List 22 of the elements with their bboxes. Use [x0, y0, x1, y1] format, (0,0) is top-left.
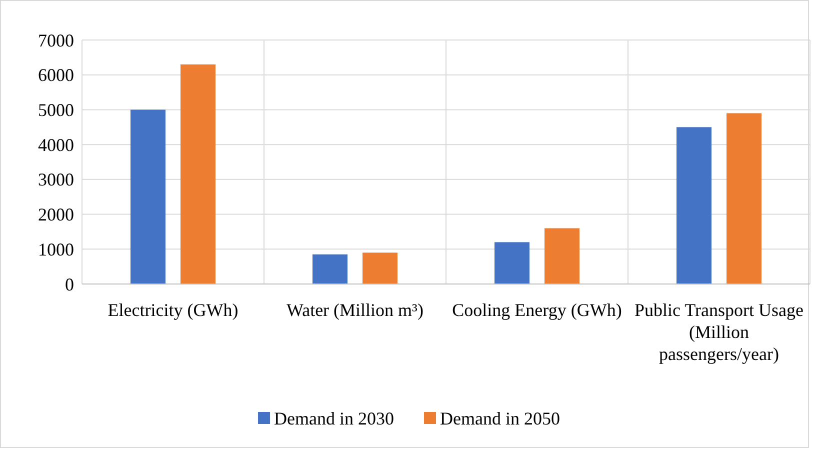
bar: [362, 252, 398, 284]
y-tick-label: 7000: [38, 30, 74, 50]
x-tick-label: Public Transport Usage (Million passengers/year): [634, 300, 804, 364]
bar: [180, 64, 216, 284]
bar: [544, 228, 580, 284]
bar: [494, 242, 530, 284]
y-tick-label: 1000: [38, 239, 74, 260]
y-tick-label: 6000: [38, 65, 74, 86]
x-tick-label: Water (Million m³): [286, 300, 424, 320]
y-tick-label: 5000: [38, 100, 74, 120]
bar: [726, 113, 762, 284]
y-tick-label: 4000: [38, 134, 74, 155]
bar: [130, 110, 166, 284]
x-tick-label: Electricity (GWh): [108, 300, 238, 320]
y-tick-label: 3000: [38, 170, 74, 190]
bar: [676, 127, 712, 284]
y-tick-label: 2000: [38, 204, 74, 225]
y-tick-label: 0: [65, 274, 74, 294]
legend-label: Demand in 2030: [274, 408, 394, 428]
legend-label: Demand in 2050: [440, 408, 560, 428]
bar: [312, 254, 348, 284]
x-tick-label: Cooling Energy (GWh): [452, 300, 622, 320]
